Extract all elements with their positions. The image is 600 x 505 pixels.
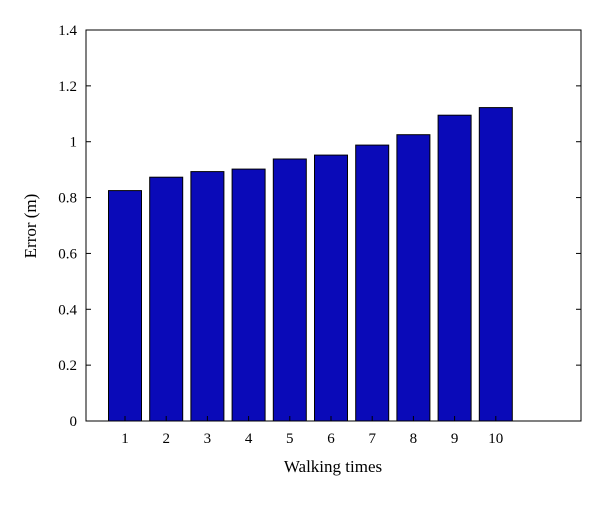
bar-3: [190, 171, 225, 422]
x-axis-ticks: 1 2 3 4 5 6 7 8 9 10: [121, 416, 503, 447]
y-tick-label: 1: [70, 135, 78, 151]
bar-1: [108, 190, 142, 422]
x-tick-label: 6: [327, 431, 335, 447]
x-tick-label: 2: [162, 431, 170, 447]
y-tick-label: 0.2: [58, 358, 77, 374]
y-tick-label: 0.8: [58, 191, 77, 207]
y-tick-label: 1.4: [58, 23, 77, 39]
y-tick-label: 0.4: [58, 302, 77, 318]
bar-7: [355, 144, 390, 422]
y-axis-ticks: 0 0.2 0.4 0.6 0.8 1 1.2 1.4: [58, 23, 581, 430]
bar-4: [231, 168, 266, 422]
bars-layer: [108, 107, 513, 422]
y-tick-label: 0.6: [58, 246, 77, 262]
plot-frame: [85, 29, 582, 422]
bar-8: [396, 134, 431, 422]
bar-6: [314, 154, 348, 422]
bar-10: [478, 107, 513, 422]
y-axis-label: Error (m): [21, 194, 40, 259]
y-tick-label: 0: [70, 414, 78, 430]
bar-2: [149, 176, 184, 422]
x-tick-label: 5: [286, 431, 294, 447]
x-tick-label: 7: [368, 431, 376, 447]
x-axis-label: Walking times: [284, 457, 382, 476]
x-tick-label: 9: [451, 431, 459, 447]
x-tick-label: 10: [488, 431, 503, 447]
y-tick-label: 1.2: [58, 79, 77, 95]
x-tick-label: 8: [410, 431, 418, 447]
bar-9: [437, 114, 472, 422]
x-tick-label: 1: [121, 431, 129, 447]
x-tick-label: 4: [245, 431, 253, 447]
x-tick-label: 3: [204, 431, 212, 447]
bar-5: [272, 158, 307, 422]
